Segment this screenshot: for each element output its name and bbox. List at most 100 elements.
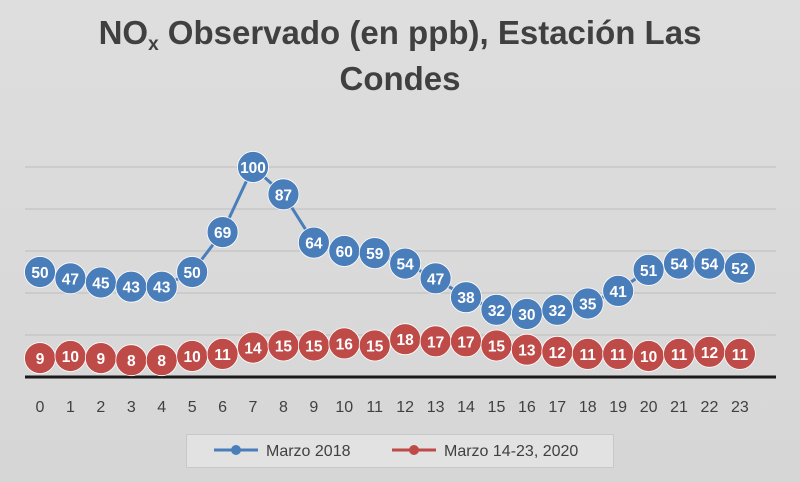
x-tick-label: 0 bbox=[36, 399, 45, 416]
x-tick-label: 16 bbox=[518, 399, 536, 416]
data-point bbox=[237, 151, 269, 183]
data-point bbox=[206, 216, 239, 249]
data-label: 35 bbox=[579, 297, 597, 314]
legend-marker bbox=[409, 445, 419, 455]
title-main: NO bbox=[98, 14, 149, 51]
data-point bbox=[602, 274, 635, 307]
x-tick-label: 3 bbox=[127, 399, 136, 416]
data-label: 17 bbox=[427, 334, 444, 351]
data-label: 69 bbox=[214, 225, 232, 242]
data-point bbox=[267, 178, 300, 211]
data-label: 9 bbox=[36, 351, 45, 368]
data-point bbox=[632, 253, 665, 286]
data-label: 15 bbox=[305, 339, 323, 356]
x-tick-label: 2 bbox=[96, 399, 105, 416]
data-label: 51 bbox=[640, 263, 658, 280]
data-point bbox=[206, 337, 239, 370]
data-label: 12 bbox=[549, 345, 566, 362]
data-label: 8 bbox=[157, 353, 166, 370]
data-label: 18 bbox=[397, 332, 415, 349]
x-tick-label: 4 bbox=[157, 399, 166, 416]
data-point bbox=[723, 251, 756, 284]
title-rest: Observado (en ppb), Estación Las bbox=[158, 14, 702, 51]
data-label: 14 bbox=[244, 341, 262, 358]
x-tick-label: 14 bbox=[457, 399, 475, 416]
x-tick-label: 12 bbox=[396, 399, 414, 416]
x-tick-label: 21 bbox=[670, 399, 688, 416]
data-label: 15 bbox=[366, 339, 384, 356]
data-label: 10 bbox=[640, 349, 657, 366]
x-tick-label: 7 bbox=[249, 399, 258, 416]
data-point bbox=[419, 262, 452, 295]
legend-label: Marzo 14-23, 2020 bbox=[444, 443, 578, 460]
data-label: 12 bbox=[701, 345, 718, 362]
x-tick-label: 13 bbox=[427, 399, 445, 416]
data-label: 11 bbox=[214, 347, 231, 364]
data-label: 11 bbox=[580, 347, 597, 364]
data-label: 54 bbox=[397, 257, 415, 274]
data-label: 54 bbox=[670, 257, 688, 274]
x-tick-label: 17 bbox=[548, 399, 566, 416]
x-tick-label: 10 bbox=[335, 399, 353, 416]
title-line-2: Condes bbox=[339, 60, 461, 97]
x-tick-label: 8 bbox=[279, 399, 288, 416]
data-label: 50 bbox=[31, 265, 48, 282]
title-subscript: x bbox=[148, 34, 159, 55]
x-tick-label: 15 bbox=[488, 399, 506, 416]
data-point bbox=[358, 329, 391, 362]
data-label: 64 bbox=[305, 236, 323, 253]
legend-label: Marzo 2018 bbox=[266, 443, 351, 460]
data-label: 11 bbox=[671, 347, 688, 364]
data-label: 60 bbox=[336, 244, 353, 261]
data-label: 13 bbox=[518, 343, 536, 360]
x-tick-label: 1 bbox=[66, 399, 75, 416]
data-point bbox=[541, 293, 574, 326]
data-point bbox=[176, 256, 209, 288]
data-label: 11 bbox=[610, 347, 627, 364]
data-label: 47 bbox=[62, 271, 79, 288]
data-point bbox=[145, 270, 178, 303]
x-tick-label: 20 bbox=[640, 399, 658, 416]
data-label: 50 bbox=[184, 265, 201, 282]
data-label: 11 bbox=[732, 347, 749, 364]
data-point bbox=[723, 337, 756, 370]
x-tick-label: 19 bbox=[609, 399, 627, 416]
data-label: 52 bbox=[731, 261, 748, 278]
x-tick-label: 22 bbox=[701, 399, 719, 416]
x-tick-label: 6 bbox=[218, 399, 227, 416]
data-point bbox=[24, 256, 56, 288]
data-label: 15 bbox=[488, 339, 506, 356]
data-point bbox=[297, 226, 330, 259]
title-line-1: NOx Observado (en ppb), Estación Las bbox=[0, 10, 800, 56]
data-label: 17 bbox=[457, 334, 474, 351]
data-label: 38 bbox=[457, 290, 475, 307]
data-label: 41 bbox=[610, 284, 628, 301]
data-label: 8 bbox=[127, 353, 136, 370]
data-label: 43 bbox=[153, 280, 171, 297]
x-tick-label: 23 bbox=[731, 399, 749, 416]
data-point bbox=[358, 237, 391, 270]
data-label: 30 bbox=[518, 307, 535, 324]
data-label: 10 bbox=[184, 349, 201, 366]
data-label: 87 bbox=[275, 187, 292, 204]
data-label: 45 bbox=[92, 276, 110, 293]
legend-marker bbox=[231, 445, 241, 455]
x-tick-label: 11 bbox=[366, 399, 383, 416]
data-label: 32 bbox=[549, 303, 566, 320]
chart-title: NOx Observado (en ppb), Estación Las Con… bbox=[0, 10, 800, 102]
data-label: 47 bbox=[427, 271, 444, 288]
data-point bbox=[389, 247, 422, 280]
data-label: 16 bbox=[336, 336, 354, 353]
x-tick-label: 9 bbox=[309, 399, 318, 416]
data-label: 10 bbox=[62, 349, 79, 366]
x-tick-label: 5 bbox=[188, 399, 197, 416]
data-label: 43 bbox=[123, 280, 141, 297]
data-label: 32 bbox=[488, 303, 505, 320]
data-label: 15 bbox=[275, 339, 293, 356]
data-label: 100 bbox=[240, 160, 266, 177]
data-label: 54 bbox=[701, 257, 719, 274]
data-label: 59 bbox=[366, 246, 384, 263]
data-label: 9 bbox=[97, 351, 106, 368]
